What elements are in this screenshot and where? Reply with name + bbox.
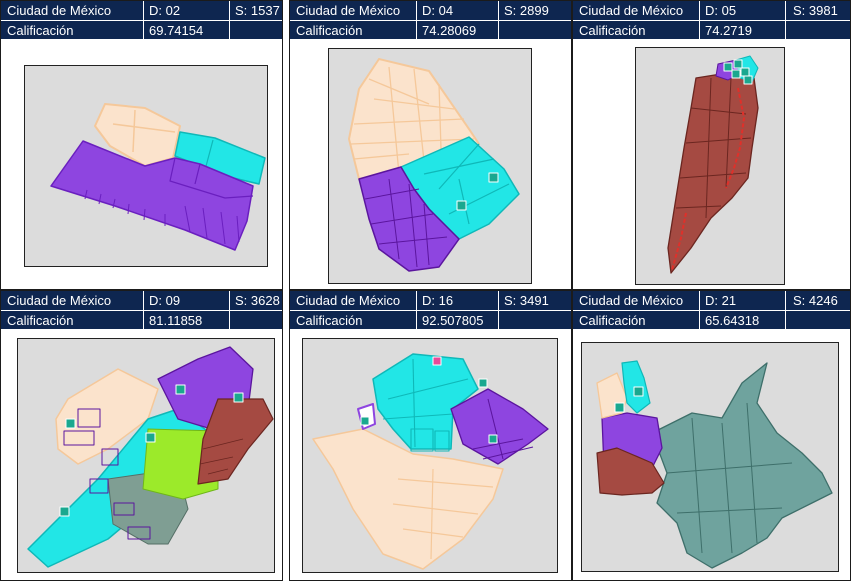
district-label: D: 04	[422, 3, 454, 18]
district-label: D: 16	[422, 293, 454, 308]
score-label: Calificación	[7, 23, 74, 38]
map-frame	[635, 47, 785, 285]
s-label: S: 1537	[235, 3, 280, 18]
s-label: S: 3628	[235, 293, 280, 308]
city-label: Ciudad de México	[7, 293, 112, 308]
panel-score-row: Calificación 69.74154	[1, 20, 282, 39]
city-label: Ciudad de México	[296, 293, 401, 308]
s-label: S: 2899	[504, 3, 549, 18]
city-label: Ciudad de México	[579, 293, 684, 308]
panel-score-row: Calificación 92.507805	[290, 310, 571, 329]
panel-score-row: Calificación 74.2719	[573, 20, 850, 39]
district-map	[312, 353, 549, 570]
red-boundary	[725, 87, 745, 189]
teal-region	[651, 362, 833, 569]
district-map	[596, 360, 833, 569]
score-label: Calificación	[296, 23, 363, 38]
district-map	[27, 346, 274, 568]
panel-d09: Ciudad de México D: 09 S: 3628 Calificac…	[0, 290, 283, 581]
city-label: Ciudad de México	[7, 3, 112, 18]
school-marker-icon	[360, 356, 498, 444]
district-label: D: 05	[705, 3, 737, 18]
score-label: Calificación	[579, 313, 646, 328]
district-map	[50, 103, 266, 251]
panel-d05: Ciudad de México D: 05 S: 3981 Calificac…	[572, 0, 851, 290]
peach-region	[312, 428, 504, 570]
panel-header-row: Ciudad de México D: 09 S: 3628	[1, 291, 282, 310]
panel-header-row: Ciudad de México D: 05 S: 3981	[573, 1, 850, 20]
score-value: 65.64318	[705, 313, 760, 328]
brown-region	[197, 398, 274, 485]
purple-region	[50, 140, 254, 251]
district-label: D: 21	[705, 293, 737, 308]
score-value: 74.28069	[422, 23, 477, 38]
district-label: D: 09	[149, 293, 181, 308]
score-label: Calificación	[296, 313, 363, 328]
score-value: 74.2719	[705, 23, 752, 38]
brown-region	[667, 73, 759, 274]
panel-score-row: Calificación 74.28069	[290, 20, 571, 39]
school-marker-icon	[456, 172, 499, 211]
panel-header-row: Ciudad de México D: 21 S: 4246	[573, 291, 850, 310]
map-frame	[17, 338, 275, 573]
city-label: Ciudad de México	[296, 3, 401, 18]
panel-header-row: Ciudad de México D: 04 S: 2899	[290, 1, 571, 20]
map-frame	[328, 48, 532, 284]
score-value: 69.74154	[149, 23, 204, 38]
district-map	[667, 55, 759, 274]
s-label: S: 4246	[793, 293, 838, 308]
map-frame	[24, 65, 268, 267]
panel-score-row: Calificación 81.11858	[1, 310, 282, 329]
panel-header-row: Ciudad de México D: 02 S: 1537	[1, 1, 282, 20]
score-value: 81.11858	[149, 313, 203, 328]
cyan-region	[174, 131, 266, 185]
school-marker-icon	[59, 384, 244, 517]
score-label: Calificación	[579, 23, 646, 38]
score-value: 92.507805	[422, 313, 484, 328]
panel-d16: Ciudad de México D: 16 S: 3491 Calificac…	[289, 290, 572, 581]
district-map	[348, 58, 520, 272]
panel-d02: Ciudad de México D: 02 S: 1537 Calificac…	[0, 0, 283, 290]
district-label: D: 02	[149, 3, 181, 18]
panel-d04: Ciudad de México D: 04 S: 2899 Calificac…	[289, 0, 572, 290]
map-frame	[302, 338, 558, 573]
panel-score-row: Calificación 65.64318	[573, 310, 850, 329]
brown-region	[596, 447, 665, 496]
map-frame	[581, 342, 839, 572]
s-label: S: 3981	[793, 3, 838, 18]
city-label: Ciudad de México	[579, 3, 684, 18]
s-label: S: 3491	[504, 293, 549, 308]
purple-region	[358, 166, 460, 272]
school-marker-icon	[614, 386, 644, 413]
score-label: Calificación	[7, 313, 74, 328]
panel-header-row: Ciudad de México D: 16 S: 3491	[290, 291, 571, 310]
purple-region	[450, 388, 549, 465]
school-marker-icon	[723, 59, 753, 85]
panel-d21: Ciudad de México D: 21 S: 4246 Calificac…	[572, 290, 851, 581]
